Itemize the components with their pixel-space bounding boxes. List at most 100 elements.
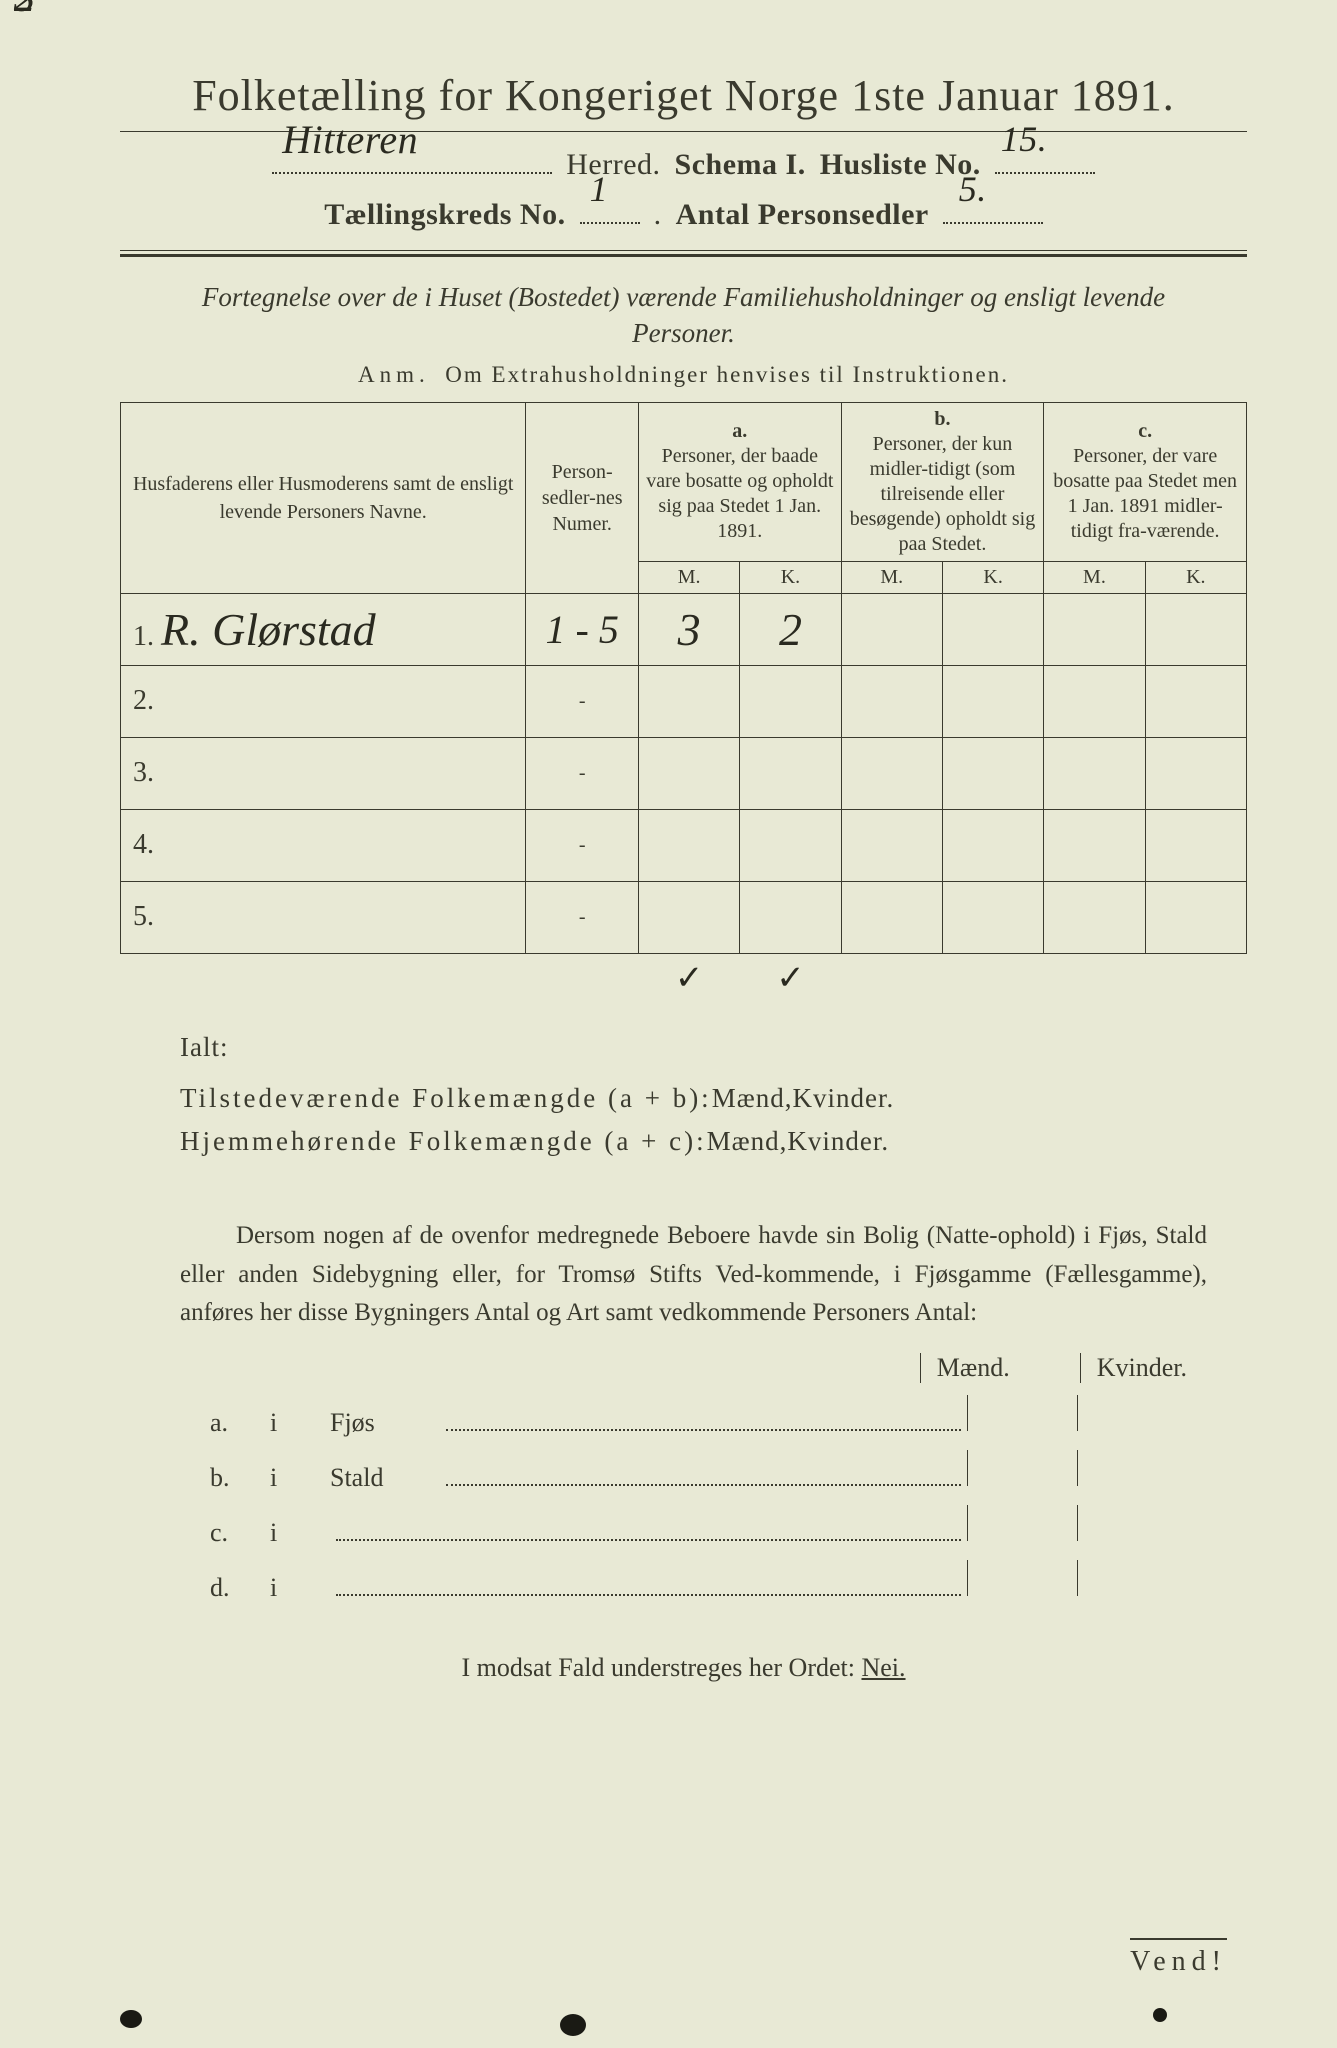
col-c-k: K. [1145, 561, 1246, 593]
row-num: 4. [133, 829, 154, 860]
antal-field: 5. [943, 194, 1043, 224]
col-b-m: M. [841, 561, 942, 593]
tot1-label: Tilstedeværende Folkemængde (a + b): [180, 1083, 712, 1114]
dersom-paragraph: Dersom nogen af de ovenfor medregnede Be… [180, 1217, 1207, 1333]
list-item: b. i Stald [210, 1450, 1187, 1493]
cell-ck [1145, 593, 1246, 665]
col-c-text: Personer, der vare bosatte paa Stedet me… [1050, 444, 1240, 544]
cell-cm [1044, 665, 1145, 737]
maend-label: Mænd, [712, 1083, 793, 1114]
mk-column-header: Mænd. Kvinder. [120, 1353, 1187, 1383]
herred-field: Hitteren [272, 144, 552, 174]
fortegnelse-heading: Fortegnelse over de i Huset (Bostedet) v… [160, 279, 1207, 352]
ink-blot-icon [560, 2014, 586, 2036]
list-item: c. i [210, 1505, 1187, 1548]
cell-ck [1145, 665, 1246, 737]
table-row: 4. - [121, 809, 1247, 881]
tot2-label: Hjemmehørende Folkemængde (a + c): [180, 1126, 707, 1157]
col-b-text: Personer, der kun midler-tidigt (som til… [848, 432, 1038, 557]
totals-block: Ialt: Tilstedeværende Folkemængde (a + b… [180, 1032, 1187, 1157]
check-ak: ✓ [776, 960, 805, 997]
cell-cm [1044, 593, 1145, 665]
col-b-header: b. Personer, der kun midler-tidigt (som … [841, 402, 1044, 561]
col-a-header: a. Personer, der baade vare bosatte og o… [638, 402, 841, 561]
col-m [967, 1395, 1077, 1431]
check-am: ✓ [675, 960, 704, 997]
cell-bm [841, 665, 942, 737]
cell-name: 3. [121, 737, 526, 809]
ialt-title: Ialt: [180, 1032, 1187, 1063]
table-body: 1. R. Glørstad 1 - 5 3 2 2. - 3. - 4. [121, 593, 1247, 1002]
cell-ak: 2 [740, 593, 841, 665]
kvinder-label: Kvinder. [792, 1083, 894, 1114]
item-a: a. [210, 1408, 270, 1438]
col-m [967, 1505, 1077, 1541]
table-row: 3. - [121, 737, 1247, 809]
herred-value: Hitteren [282, 116, 418, 163]
cell-am [638, 665, 739, 737]
table-row: 2. - [121, 665, 1247, 737]
cell-bm [841, 593, 942, 665]
maend-label: Mænd, [707, 1126, 788, 1157]
total-line-1: Tilstedeværende Folkemængde (a + b): 3 M… [180, 1083, 1187, 1114]
col-k [1077, 1450, 1187, 1486]
col-names-header: Husfaderens eller Husmoderens samt de en… [121, 402, 526, 593]
col-m [967, 1560, 1077, 1596]
anm-note: Anm. Om Extrahusholdninger henvises til … [120, 362, 1247, 388]
dots [446, 1476, 961, 1486]
row-num: 3. [133, 757, 154, 788]
header-line-1: Hitteren Herred. Schema I. Husliste No. … [120, 144, 1247, 182]
anm-prefix: Anm. [358, 362, 430, 387]
item-b: b. [210, 1463, 270, 1493]
kreds-value: 1 [590, 168, 609, 210]
cell-num: - [526, 737, 639, 809]
tot2-k: 2 [14, 0, 36, 22]
dots [336, 1531, 961, 1541]
cell-name: 5. [121, 881, 526, 953]
modsat-text: I modsat Fald understreges her Ordet: [461, 1653, 855, 1682]
table-check-row: ✓ ✓ [121, 953, 1247, 1002]
item-b-label: Stald [330, 1463, 440, 1493]
item-c: c. [210, 1518, 270, 1548]
rule [120, 250, 1247, 251]
col-a-m: M. [638, 561, 739, 593]
husliste-field: 15. [995, 144, 1095, 174]
household-table: Husfaderens eller Husmoderens samt de en… [120, 402, 1247, 1002]
col-a-text: Personer, der baade vare bosatte og opho… [645, 444, 835, 544]
col-names-text: Husfaderens eller Husmoderens samt de en… [133, 473, 513, 523]
item-i: i [270, 1408, 330, 1438]
cell-bk [942, 665, 1043, 737]
husliste-label: Husliste No. [820, 148, 981, 182]
row-num: 1. [133, 621, 154, 652]
col-a-k: K. [740, 561, 841, 593]
anm-text: Om Extrahusholdninger henvises til Instr… [445, 362, 1009, 387]
dots [336, 1586, 961, 1596]
ink-blot-icon [120, 2010, 142, 2028]
cell-num: - [526, 665, 639, 737]
cell-name: 2. [121, 665, 526, 737]
row-ak: 2 [779, 604, 802, 655]
modsat-line: I modsat Fald understreges her Ordet: Ne… [120, 1653, 1247, 1683]
bygning-list: a. i Fjøs b. i Stald c. i d. i [210, 1395, 1187, 1603]
census-form-page: Folketælling for Kongeriget Norge 1ste J… [0, 0, 1337, 2048]
cell-bk [942, 593, 1043, 665]
kreds-field: 1 [580, 194, 640, 224]
kvinder-label: Kvinder. [787, 1126, 889, 1157]
col-c-label: c. [1050, 419, 1240, 444]
schema-label: Schema I. [675, 148, 806, 182]
list-item: d. i [210, 1560, 1187, 1603]
col-c-header: c. Personer, der vare bosatte paa Stedet… [1044, 402, 1247, 561]
nei-word: Nei. [861, 1653, 905, 1682]
husliste-value: 15. [1001, 118, 1048, 160]
cell-num: - [526, 881, 639, 953]
rule [120, 254, 1247, 257]
item-i: i [270, 1573, 330, 1603]
header-line-2: Tællingskreds No. 1 . Antal Personsedler… [120, 194, 1247, 232]
row-am: 3 [678, 604, 701, 655]
col-b-k: K. [942, 561, 1043, 593]
total-line-2: Hjemmehørende Folkemængde (a + c): 3 Mæn… [180, 1126, 1187, 1157]
cell-am: 3 [638, 593, 739, 665]
cell-name: 4. [121, 809, 526, 881]
list-item: a. i Fjøs [210, 1395, 1187, 1438]
row-num: 2. [133, 685, 154, 716]
